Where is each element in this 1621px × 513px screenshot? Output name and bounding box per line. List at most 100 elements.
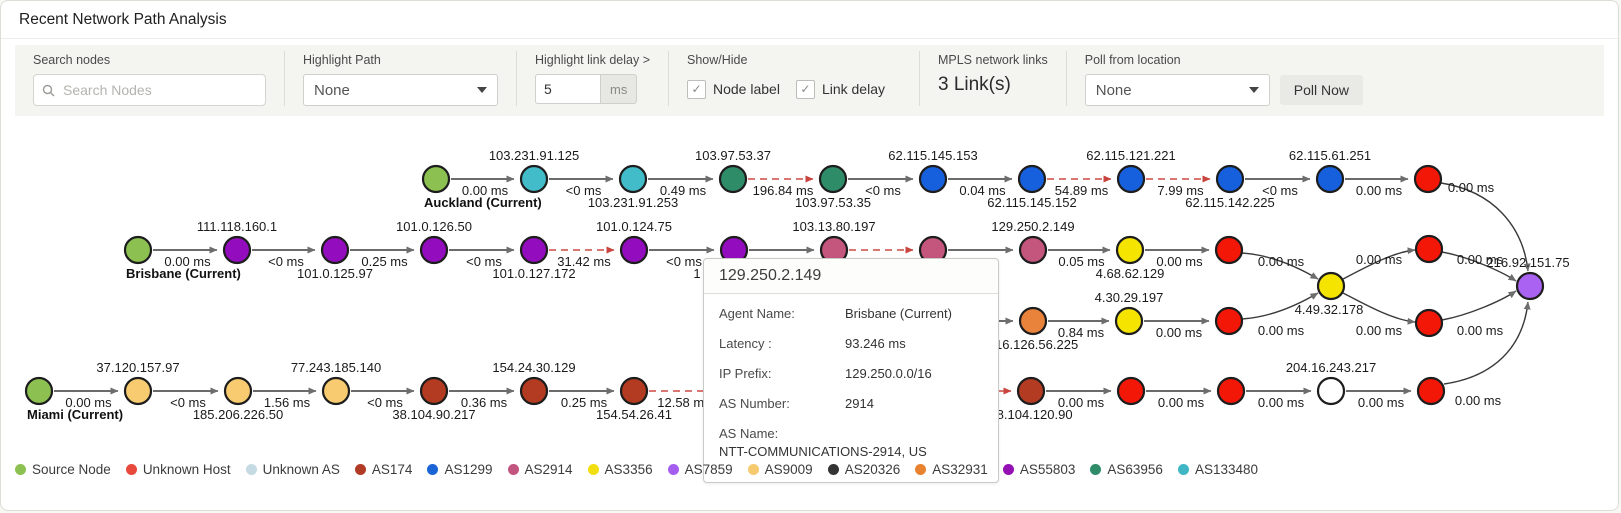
highlight-path-select[interactable]: None (303, 74, 498, 106)
link-delay-checkbox[interactable]: Link delay (795, 79, 885, 99)
show-hide-label: Show/Hide (687, 53, 748, 67)
graph-node[interactable] (1214, 306, 1244, 336)
link-delay-label: <0 ms (466, 254, 502, 269)
graph-node[interactable] (421, 164, 451, 194)
graph-node[interactable] (1413, 164, 1443, 194)
chevron-down-icon (1248, 87, 1259, 93)
chevron-down-icon (477, 87, 487, 93)
link-delay-input[interactable] (535, 74, 600, 104)
graph-node[interactable] (818, 164, 848, 194)
node-label: 4.30.29.197 (1095, 290, 1164, 305)
legend-dot-icon (354, 464, 366, 475)
graph-node[interactable] (1114, 306, 1144, 336)
legend-item: AS32931 (915, 462, 988, 477)
graph-node[interactable] (1414, 308, 1444, 338)
graph-node[interactable] (918, 164, 948, 194)
legend-label: AS9009 (764, 462, 813, 477)
node-label: 185.206.226.50 (193, 407, 283, 422)
graph-edge (1441, 290, 1517, 321)
node-label: 216.126.56.225 (988, 337, 1078, 352)
link-delay-label: 196.84 ms (753, 183, 814, 198)
graph-node[interactable] (1416, 376, 1446, 406)
link-delay-label: <0 ms (268, 254, 304, 269)
graph-node[interactable] (618, 164, 648, 194)
graph-node[interactable] (1016, 376, 1046, 406)
graph-node[interactable] (419, 376, 449, 406)
graph-node[interactable] (123, 235, 153, 265)
graph-node[interactable] (1515, 271, 1545, 301)
legend-dot-icon (827, 464, 839, 475)
tooltip-field-label: Latency : (719, 336, 772, 351)
tooltip-field: AS Number: 2914 (719, 395, 983, 413)
poll-location-select[interactable]: None (1084, 74, 1270, 106)
graph-node[interactable] (24, 376, 54, 406)
graph-node[interactable] (222, 235, 252, 265)
link-delay-label: 0.05 ms (1058, 254, 1105, 269)
search-icon (42, 84, 55, 96)
legend-label: Unknown Host (142, 462, 231, 477)
graph-node[interactable] (619, 235, 649, 265)
graph-node[interactable] (519, 164, 549, 194)
graph-node[interactable] (419, 235, 449, 265)
graph-node[interactable] (223, 376, 253, 406)
node-tooltip: 129.250.2.149 Agent Name: Brisbane (Curre… (703, 258, 999, 483)
graph-edge (1241, 252, 1319, 280)
graph-edge (1441, 251, 1517, 282)
link-delay-label: 0.00 ms (1455, 393, 1502, 408)
graph-node[interactable] (123, 376, 153, 406)
tooltip-field-value: 2914 (845, 396, 874, 411)
legend-dot-icon (15, 464, 26, 475)
link-delay-label: 0.00 ms (1258, 254, 1305, 269)
link-delay-label: 0.00 ms (1058, 395, 1105, 410)
graph-node[interactable] (1414, 234, 1444, 264)
graph-node[interactable] (1216, 376, 1246, 406)
graph-node[interactable] (619, 376, 649, 406)
search-input-box[interactable] (33, 74, 266, 106)
legend-dot-icon (1177, 464, 1189, 475)
node-label: 62.115.145.152 (987, 195, 1076, 210)
graph-node[interactable] (1316, 271, 1346, 301)
node-label: 101.0.125.97 (297, 266, 373, 281)
legend-dot-icon (1002, 464, 1014, 475)
link-delay-label: 0.00 ms (1356, 183, 1403, 198)
node-label-checkbox[interactable]: Node label (687, 79, 780, 99)
poll-now-button[interactable]: Poll Now (1279, 75, 1363, 105)
graph-node[interactable] (320, 235, 350, 265)
graph-node[interactable] (519, 235, 549, 265)
node-label: Miami (Current) (27, 407, 123, 422)
tooltip-title: 129.250.2.149 (704, 259, 998, 294)
graph-node[interactable] (1315, 164, 1345, 194)
graph-node[interactable] (1017, 164, 1047, 194)
link-delay-label: 0.36 ms (461, 395, 508, 410)
node-label: 204.16.243.217 (1286, 360, 1376, 375)
node-label: 103.231.91.253 (588, 195, 678, 210)
graph-node[interactable] (1018, 235, 1048, 265)
graph-node[interactable] (321, 376, 351, 406)
graph-node[interactable] (1116, 164, 1146, 194)
graph-node[interactable] (1115, 235, 1145, 265)
node-label: 62.115.61.251 (1289, 148, 1371, 163)
graph-node[interactable] (1316, 376, 1346, 406)
link-delay-label: 1.56 ms (264, 395, 311, 410)
graph-node[interactable] (1018, 306, 1048, 336)
link-delay-label: 31.42 ms (557, 254, 611, 269)
graph-node[interactable] (1116, 376, 1146, 406)
graph-edge (1241, 292, 1319, 320)
node-label: 62.115.145.153 (888, 148, 977, 163)
graph-node[interactable] (1215, 164, 1245, 194)
node-label: 103.97.53.35 (795, 195, 871, 210)
graph-node[interactable] (718, 164, 748, 194)
search-input[interactable] (61, 81, 257, 99)
legend-dot-icon (667, 464, 679, 475)
graph-node[interactable] (519, 376, 549, 406)
legend-item: Unknown Host (125, 462, 231, 477)
tooltip-field-value: Brisbane (Current) (845, 306, 952, 321)
link-delay-label: 54.89 ms (1055, 183, 1109, 198)
node-label: 101.0.126.50 (396, 219, 472, 234)
link-delay-label: 0.00 ms (1457, 323, 1504, 338)
highlight-path-group: Highlight Path None (284, 51, 516, 106)
highlight-path-label: Highlight Path (303, 53, 381, 67)
link-delay-label: 0.84 ms (1058, 325, 1105, 340)
link-delay-label: <0 ms (170, 395, 206, 410)
graph-node[interactable] (1214, 235, 1244, 265)
